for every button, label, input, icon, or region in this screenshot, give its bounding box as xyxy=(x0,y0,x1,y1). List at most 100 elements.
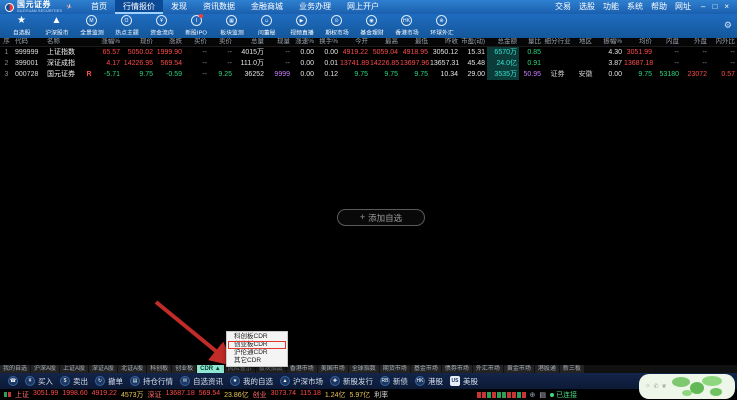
bottom-toolbar-item[interactable]: ☎ xyxy=(8,376,18,386)
column-header[interactable]: 代码 xyxy=(15,38,28,45)
column-header[interactable]: 现量 xyxy=(277,38,290,45)
menu-item[interactable]: 行情报价 xyxy=(114,0,163,14)
column-header[interactable]: 细分行业 xyxy=(544,38,571,45)
column-header[interactable]: 名称 xyxy=(47,38,60,45)
menu-item[interactable]: 首页 xyxy=(90,2,107,11)
toolbar-item[interactable]: I 新股IPO xyxy=(179,14,214,37)
column-header[interactable]: 今开 xyxy=(355,38,368,45)
market-tab[interactable]: 北证A股 xyxy=(118,365,147,373)
toolbar-item[interactable]: ⊕ 环球外汇 xyxy=(424,15,459,37)
column-header[interactable]: 卖价 xyxy=(219,38,232,45)
toolbar-item[interactable]: M 全景监测 xyxy=(74,15,109,37)
market-tab[interactable]: 风险警示 xyxy=(224,365,255,373)
bottom-toolbar-item[interactable]: ↻ 撤单 xyxy=(95,376,123,387)
menu-item[interactable]: 金融商城 xyxy=(250,2,283,11)
column-header[interactable]: 内外比 xyxy=(715,38,736,45)
market-tab[interactable]: 港股通 xyxy=(534,365,559,373)
table-row[interactable]: 3 000728 国元证券 R -5.71 9.75 -0.59 -- 9.25 36252 999… xyxy=(0,69,737,80)
menu-item[interactable]: 资讯数据 xyxy=(202,2,235,11)
globe-icon[interactable]: ⊕ xyxy=(529,391,536,399)
table-row[interactable]: 2 399001 深证成指 4.17 14226.95 569.54 -- -- 111.0万 -… xyxy=(0,58,737,69)
toolbar-item[interactable]: ⊙ 期权市场 xyxy=(319,15,354,37)
cdr-menu-item[interactable]: 科创板CDR xyxy=(234,333,268,340)
market-tab[interactable]: 全球指数 xyxy=(348,365,379,373)
market-tab[interactable]: 上证A股 xyxy=(60,365,89,373)
bottom-toolbar-item[interactable]: ✉ 自选资讯 xyxy=(180,376,223,387)
column-header[interactable]: 现价 xyxy=(140,38,153,45)
bottom-toolbar-item[interactable]: ✚ 新股发行 xyxy=(330,376,373,387)
column-header[interactable]: 涨跌 xyxy=(169,38,182,45)
minimize-button[interactable]: – xyxy=(701,2,706,11)
menu-item[interactable]: 发现 xyxy=(170,2,187,11)
market-tab[interactable]: 深证A股 xyxy=(89,365,118,373)
market-tab[interactable]: 黄金市场 xyxy=(503,365,534,373)
market-tab[interactable]: 香港市场 xyxy=(286,365,317,373)
cdr-menu-item[interactable]: 其它CDR xyxy=(234,357,262,364)
market-tab[interactable]: 科创板 xyxy=(147,365,172,373)
toolbar-item[interactable]: ☺ 问董秘 xyxy=(249,15,284,37)
cdr-menu-item[interactable]: 沪伦通CDR xyxy=(234,349,268,356)
market-tab[interactable]: CDR ▲ xyxy=(197,365,224,373)
market-tab[interactable]: 新三板 xyxy=(559,365,584,373)
bottom-toolbar-item[interactable]: RB 新债 xyxy=(380,376,408,387)
cdr-menu-item[interactable]: 创业板CDR xyxy=(228,341,286,349)
menu-item[interactable]: 网上开户 xyxy=(346,2,379,11)
right-menu-item[interactable]: 功能 xyxy=(603,2,620,11)
bottom-toolbar-item[interactable]: ¥ 买入 xyxy=(25,376,53,387)
gear-icon[interactable]: ⚙ xyxy=(723,20,732,30)
column-header[interactable]: 地区 xyxy=(579,38,592,45)
toolbar-item[interactable]: ◉ 基金理财 xyxy=(354,15,389,37)
market-tab[interactable]: 沪深A股 xyxy=(31,365,60,373)
bottom-toolbar-item[interactable]: ★ 我的自选 xyxy=(230,376,273,387)
bottom-toolbar-item[interactable]: $ 卖出 xyxy=(60,376,88,387)
market-tab[interactable]: 创业板 xyxy=(172,365,197,373)
quick-trade-icon[interactable] xyxy=(4,392,11,397)
column-header[interactable]: 最低 xyxy=(415,38,428,45)
menu-item[interactable]: 业务办理 xyxy=(298,2,331,11)
right-menu-item[interactable]: 交易 xyxy=(555,2,572,11)
toolbar-item[interactable]: HK 香港市场 xyxy=(389,15,424,37)
right-menu-item[interactable]: 帮助 xyxy=(651,2,668,11)
toolbar-item[interactable]: ▶ 视频直播 xyxy=(284,15,319,37)
column-header[interactable]: 总量 xyxy=(251,38,264,45)
toolbar-item[interactable]: ¥ 资金流向 xyxy=(144,15,179,37)
bottom-toolbar-item[interactable]: ▲ 沪深市场 xyxy=(280,376,323,387)
market-tab[interactable]: 美国市场 xyxy=(317,365,348,373)
right-menu-item[interactable]: 选股 xyxy=(579,2,596,11)
right-menu-item[interactable]: 系统 xyxy=(627,2,644,11)
toolbar-item[interactable]: ▦ 板块监测 xyxy=(214,15,249,37)
column-header[interactable]: 换手% xyxy=(319,38,338,45)
column-header[interactable]: 市盈(动) xyxy=(461,38,485,45)
market-tab[interactable]: 期货市场 xyxy=(379,365,410,373)
column-header[interactable]: 总金额 xyxy=(497,38,518,45)
toolbar-item[interactable]: ▲ 沪深股市 xyxy=(39,15,74,37)
market-tab[interactable]: 外汇市场 xyxy=(472,365,503,373)
right-menu-item[interactable]: 网址 xyxy=(675,2,692,11)
add-watchlist-button[interactable]: + 添加自选 xyxy=(337,209,425,226)
column-header[interactable]: 均价 xyxy=(639,38,652,45)
market-tab[interactable]: 我的自选 xyxy=(0,365,31,373)
maximize-button[interactable]: □ xyxy=(712,2,718,11)
column-header[interactable]: 涨速% xyxy=(295,38,314,45)
table-row[interactable]: 1 999999 上证指数 65.57 5050.02 1999.90 -- -- 4015万 -… xyxy=(0,47,737,58)
column-header[interactable]: 内盘 xyxy=(666,38,679,45)
column-header[interactable]: 序 xyxy=(3,38,10,45)
close-button[interactable]: × xyxy=(724,2,729,11)
bottom-toolbar-item[interactable]: HK 港股 xyxy=(415,376,443,387)
bottom-toolbar-item[interactable]: ▤ 持仓行情 xyxy=(130,376,173,387)
column-header[interactable]: 量比 xyxy=(528,38,541,45)
column-header[interactable]: 买价 xyxy=(194,38,207,45)
column-header[interactable]: 昨收 xyxy=(445,38,458,45)
market-tab[interactable]: 板块指数 xyxy=(255,365,286,373)
column-header[interactable]: 振幅% xyxy=(603,38,622,45)
bottom-toolbar-item[interactable]: US 美股 xyxy=(450,376,478,387)
column-header[interactable]: 最高 xyxy=(385,38,398,45)
market-tab[interactable]: 基金市场 xyxy=(410,365,441,373)
toolbar-item[interactable]: O 热点主题 xyxy=(109,15,144,37)
column-header[interactable]: 涨幅% xyxy=(101,38,120,45)
world-map-panel[interactable]: ☼ ✆ ❦ xyxy=(639,374,735,399)
column-header[interactable]: 外盘 xyxy=(694,38,707,45)
report-icon[interactable]: ▤ xyxy=(539,391,546,399)
column-header[interactable] xyxy=(85,38,93,46)
toolbar-item[interactable]: ★ 自选股 xyxy=(4,15,39,37)
